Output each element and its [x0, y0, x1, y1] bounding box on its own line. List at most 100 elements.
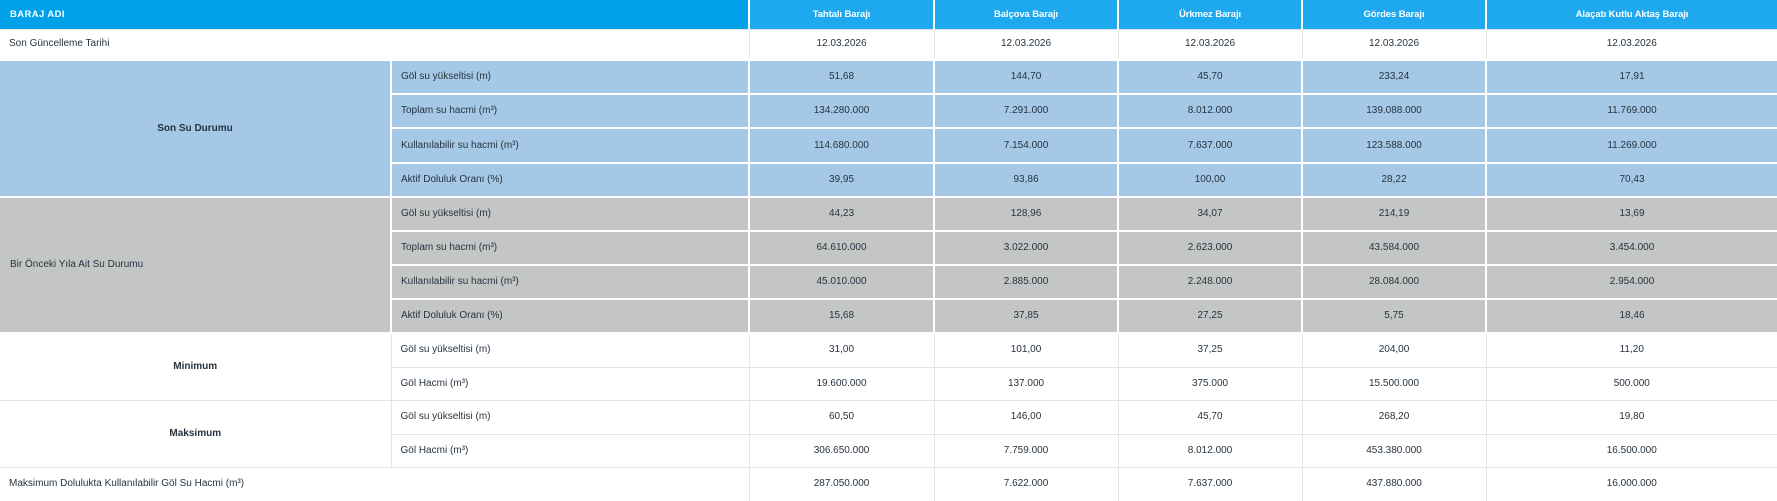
group-label-son-su-durumu: Son Su Durumu	[0, 59, 392, 198]
cell-maksimum-gol-hacmi-urkmez-baraji: 8.012.000	[1117, 433, 1303, 468]
cell-bir-onceki-yila-ait-su-durumu-toplam-su-hacmi-alacati-kutlu-aktas-baraji: 3.454.000	[1485, 230, 1777, 266]
cell-son-su-durumu-kullanilabilir-su-hacmi-gordes-baraji: 123.588.000	[1301, 127, 1488, 164]
column-header-urkmez-baraji: Ürkmez Barajı	[1117, 0, 1303, 29]
row-label-minimum-gol-hacmi: Göl Hacmi (m³)	[390, 366, 750, 401]
cell-maksimum-gol-hacmi-balcova-baraji: 7.759.000	[933, 433, 1119, 468]
cell-maksimum-gol-su-yukseltisi-urkmez-baraji: 45,70	[1117, 399, 1303, 435]
data-row-bir-onceki-yila-ait-su-durumu-gol-su-yukseltisi: Bir Önceki Yıla Ait Su Durumu Göl su yük…	[0, 196, 1777, 334]
cell-bir-onceki-yila-ait-su-durumu-gol-su-yukseltisi-balcova-baraji: 128,96	[933, 196, 1120, 232]
column-header-tahtali-baraji: Tahtalı Barajı	[748, 0, 935, 29]
cell-maksimum-gol-hacmi-tahtali-baraji: 306.650.000	[748, 433, 935, 468]
row-label-son-su-durumu-kullanilabilir-su-hacmi: Kullanılabilir su hacmi (m³)	[389, 127, 751, 164]
cell-maksimum-gol-su-yukseltisi-alacati-kutlu-aktas-baraji: 19,80	[1485, 399, 1777, 435]
cell-son-su-durumu-toplam-su-hacmi-tahtali-baraji: 134.280.000	[748, 93, 936, 129]
cell-minimum-gol-su-yukseltisi-tahtali-baraji: 31,00	[748, 332, 935, 368]
data-row-maksimum-gol-su-yukseltisi: Maksimum Göl su yükseltisi (m) 60,50 146…	[0, 399, 1777, 468]
row-label-son-su-durumu-aktif-doluluk-orani: Aktif Doluluk Oranı (%)	[389, 162, 751, 198]
cell-minimum-gol-hacmi-tahtali-baraji: 19.600.000	[748, 366, 935, 401]
row-label-maksimum-gol-su-yukseltisi: Göl su yükseltisi (m)	[390, 399, 750, 435]
cell-bir-onceki-yila-ait-su-durumu-aktif-doluluk-orani-balcova-baraji: 37,85	[933, 298, 1120, 334]
column-header-balcova-baraji: Balçova Barajı	[933, 0, 1119, 29]
row-label-son-guncelleme-tarihi: Son Güncelleme Tarihi	[0, 28, 750, 61]
cell-bir-onceki-yila-ait-su-durumu-gol-su-yukseltisi-alacati-kutlu-aktas-baraji: 13,69	[1485, 196, 1777, 232]
cell-bir-onceki-yila-ait-su-durumu-aktif-doluluk-orani-alacati-kutlu-aktas-baraji: 18,46	[1485, 298, 1777, 334]
footer-value-gordes-baraji: 437.880.000	[1301, 466, 1487, 501]
column-header-alacati-kutlu-aktas-baraji: Alaçatı Kutlu Aktaş Barajı	[1485, 0, 1777, 29]
row-label-maksimum-gol-hacmi: Göl Hacmi (m³)	[390, 433, 750, 468]
group-label-minimum: Minimum	[0, 332, 392, 401]
cell-son-su-durumu-gol-su-yukseltisi-balcova-baraji: 144,70	[933, 59, 1120, 95]
footer-value-tahtali-baraji: 287.050.000	[748, 466, 935, 501]
cell-son-su-durumu-toplam-su-hacmi-alacati-kutlu-aktas-baraji: 11.769.000	[1485, 93, 1777, 129]
data-row-son-su-durumu-gol-su-yukseltisi: Son Su Durumu Göl su yükseltisi (m) 51,6…	[0, 59, 1777, 198]
footer-value-urkmez-baraji: 7.637.000	[1117, 466, 1303, 501]
cell-son-su-durumu-aktif-doluluk-orani-gordes-baraji: 28,22	[1301, 162, 1488, 198]
column-header-gordes-baraji: Gördes Barajı	[1301, 0, 1487, 29]
footer-value-alacati-kutlu-aktas-baraji: 16.000.000	[1485, 466, 1777, 501]
update-date-alacati-kutlu-aktas-baraji: 12.03.2026	[1485, 28, 1777, 61]
cell-minimum-gol-hacmi-alacati-kutlu-aktas-baraji: 500.000	[1485, 366, 1777, 401]
cell-maksimum-gol-su-yukseltisi-balcova-baraji: 146,00	[933, 399, 1119, 435]
row-label-bir-onceki-yila-ait-su-durumu-kullanilabilir-su-hacmi: Kullanılabilir su hacmi (m³)	[389, 264, 751, 300]
cell-bir-onceki-yila-ait-su-durumu-gol-su-yukseltisi-gordes-baraji: 214,19	[1301, 196, 1488, 232]
cell-bir-onceki-yila-ait-su-durumu-gol-su-yukseltisi-urkmez-baraji: 34,07	[1117, 196, 1304, 232]
cell-son-su-durumu-kullanilabilir-su-hacmi-balcova-baraji: 7.154.000	[933, 127, 1120, 164]
cell-son-su-durumu-aktif-doluluk-orani-tahtali-baraji: 39,95	[748, 162, 936, 198]
cell-son-su-durumu-gol-su-yukseltisi-urkmez-baraji: 45,70	[1117, 59, 1304, 95]
group-label-bir-onceki-yila-ait-su-durumu: Bir Önceki Yıla Ait Su Durumu	[0, 196, 392, 334]
data-row-son-su-durumu-kullanilabilir-su-hacmi: Kullanılabilir su hacmi (m³) 114.680.000…	[0, 127, 1777, 164]
cell-minimum-gol-hacmi-gordes-baraji: 15.500.000	[1301, 366, 1487, 401]
cell-bir-onceki-yila-ait-su-durumu-toplam-su-hacmi-gordes-baraji: 43.584.000	[1301, 230, 1488, 266]
cell-son-su-durumu-kullanilabilir-su-hacmi-tahtali-baraji: 114.680.000	[748, 127, 936, 164]
cell-son-su-durumu-gol-su-yukseltisi-tahtali-baraji: 51,68	[748, 59, 936, 95]
row-label-bir-onceki-yila-ait-su-durumu-aktif-doluluk-orani: Aktif Doluluk Oranı (%)	[389, 298, 751, 334]
data-row-son-su-durumu-aktif-doluluk-orani: Aktif Doluluk Oranı (%) 39,95 93,86 100,…	[0, 162, 1777, 198]
cell-bir-onceki-yila-ait-su-durumu-aktif-doluluk-orani-tahtali-baraji: 15,68	[748, 298, 936, 334]
cell-bir-onceki-yila-ait-su-durumu-kullanilabilir-su-hacmi-alacati-kutlu-aktas-baraji: 2.954.000	[1485, 264, 1777, 300]
group-label-maksimum: Maksimum	[0, 399, 392, 468]
cell-minimum-gol-su-yukseltisi-alacati-kutlu-aktas-baraji: 11,20	[1485, 332, 1777, 368]
data-row-bir-onceki-yila-ait-su-durumu-kullanilabilir-su-hacmi: Kullanılabilir su hacmi (m³) 45.010.000 …	[0, 264, 1777, 300]
cell-bir-onceki-yila-ait-su-durumu-aktif-doluluk-orani-urkmez-baraji: 27,25	[1117, 298, 1304, 334]
row-label-son-su-durumu-gol-su-yukseltisi: Göl su yükseltisi (m)	[389, 59, 751, 95]
update-date-urkmez-baraji: 12.03.2026	[1117, 28, 1303, 61]
cell-son-su-durumu-aktif-doluluk-orani-urkmez-baraji: 100,00	[1117, 162, 1304, 198]
cell-bir-onceki-yila-ait-su-durumu-kullanilabilir-su-hacmi-urkmez-baraji: 2.248.000	[1117, 264, 1304, 300]
header-row: BARAJ ADI Tahtalı Barajı Balçova Barajı …	[0, 0, 1777, 29]
cell-bir-onceki-yila-ait-su-durumu-kullanilabilir-su-hacmi-tahtali-baraji: 45.010.000	[748, 264, 936, 300]
corner-header-baraj-adi: BARAJ ADI	[0, 0, 750, 29]
footer-value-balcova-baraji: 7.622.000	[933, 466, 1119, 501]
cell-maksimum-gol-hacmi-gordes-baraji: 453.380.000	[1301, 433, 1487, 468]
cell-minimum-gol-su-yukseltisi-balcova-baraji: 101,00	[933, 332, 1119, 368]
cell-bir-onceki-yila-ait-su-durumu-gol-su-yukseltisi-tahtali-baraji: 44,23	[748, 196, 936, 232]
cell-bir-onceki-yila-ait-su-durumu-toplam-su-hacmi-urkmez-baraji: 2.623.000	[1117, 230, 1304, 266]
data-row-bir-onceki-yila-ait-su-durumu-aktif-doluluk-orani: Aktif Doluluk Oranı (%) 15,68 37,85 27,2…	[0, 298, 1777, 334]
cell-son-su-durumu-aktif-doluluk-orani-balcova-baraji: 93,86	[933, 162, 1120, 198]
cell-maksimum-gol-hacmi-alacati-kutlu-aktas-baraji: 16.500.000	[1485, 433, 1777, 468]
cell-son-su-durumu-gol-su-yukseltisi-alacati-kutlu-aktas-baraji: 17,91	[1485, 59, 1777, 95]
cell-bir-onceki-yila-ait-su-durumu-aktif-doluluk-orani-gordes-baraji: 5,75	[1301, 298, 1488, 334]
cell-maksimum-gol-su-yukseltisi-gordes-baraji: 268,20	[1301, 399, 1487, 435]
data-row-minimum-gol-su-yukseltisi: Minimum Göl su yükseltisi (m) 31,00 101,…	[0, 332, 1777, 401]
cell-bir-onceki-yila-ait-su-durumu-kullanilabilir-su-hacmi-gordes-baraji: 28.084.000	[1301, 264, 1488, 300]
update-date-gordes-baraji: 12.03.2026	[1301, 28, 1487, 61]
update-date-row: Son Güncelleme Tarihi 12.03.2026 12.03.2…	[0, 28, 1777, 61]
cell-son-su-durumu-toplam-su-hacmi-balcova-baraji: 7.291.000	[933, 93, 1120, 129]
data-row-maksimum-gol-hacmi: Göl Hacmi (m³) 306.650.000 7.759.000 8.0…	[0, 433, 1777, 468]
cell-son-su-durumu-aktif-doluluk-orani-alacati-kutlu-aktas-baraji: 70,43	[1485, 162, 1777, 198]
cell-minimum-gol-su-yukseltisi-gordes-baraji: 204,00	[1301, 332, 1487, 368]
data-row-bir-onceki-yila-ait-su-durumu-toplam-su-hacmi: Toplam su hacmi (m³) 64.610.000 3.022.00…	[0, 230, 1777, 266]
cell-minimum-gol-su-yukseltisi-urkmez-baraji: 37,25	[1117, 332, 1303, 368]
cell-maksimum-gol-su-yukseltisi-tahtali-baraji: 60,50	[748, 399, 935, 435]
row-label-son-su-durumu-toplam-su-hacmi: Toplam su hacmi (m³)	[389, 93, 751, 129]
row-label-maksimum-dolulukta-kullanilabilir-gol-su-hacmi: Maksimum Dolulukta Kullanılabilir Göl Su…	[0, 466, 750, 501]
footer-row: Maksimum Dolulukta Kullanılabilir Göl Su…	[0, 466, 1777, 501]
cell-bir-onceki-yila-ait-su-durumu-kullanilabilir-su-hacmi-balcova-baraji: 2.885.000	[933, 264, 1120, 300]
cell-minimum-gol-hacmi-urkmez-baraji: 375.000	[1117, 366, 1303, 401]
cell-son-su-durumu-kullanilabilir-su-hacmi-alacati-kutlu-aktas-baraji: 11.269.000	[1485, 127, 1777, 164]
update-date-tahtali-baraji: 12.03.2026	[748, 28, 935, 61]
cell-son-su-durumu-toplam-su-hacmi-gordes-baraji: 139.088.000	[1301, 93, 1488, 129]
row-label-bir-onceki-yila-ait-su-durumu-gol-su-yukseltisi: Göl su yükseltisi (m)	[389, 196, 751, 232]
cell-son-su-durumu-toplam-su-hacmi-urkmez-baraji: 8.012.000	[1117, 93, 1304, 129]
